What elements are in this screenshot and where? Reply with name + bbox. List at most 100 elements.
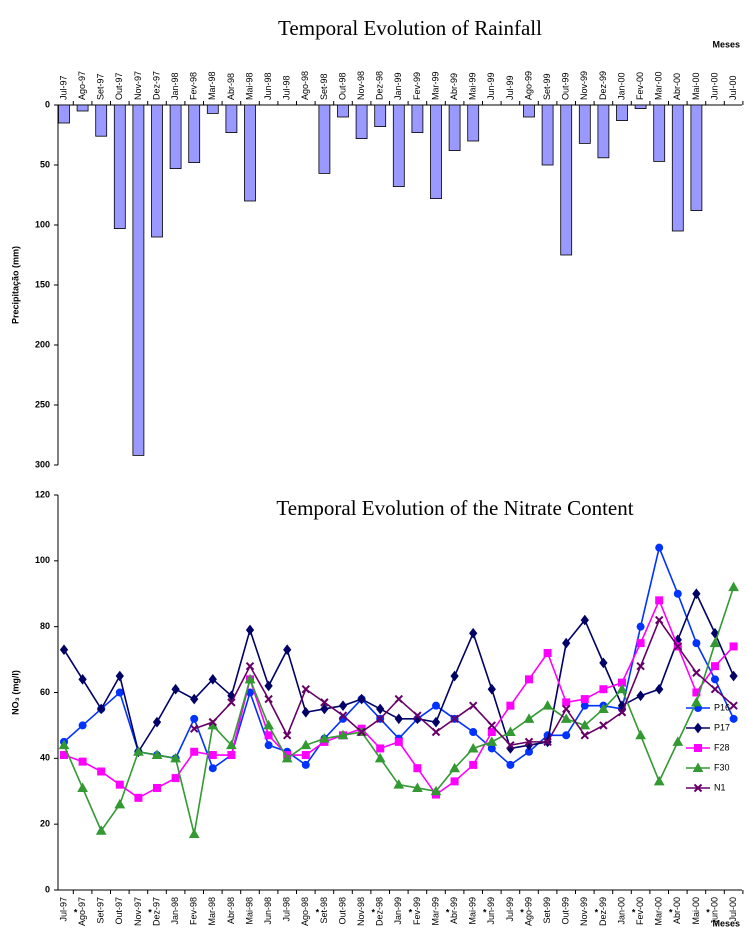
marker xyxy=(653,775,665,786)
category-note: * xyxy=(706,907,710,917)
marker xyxy=(487,744,496,753)
bar xyxy=(95,104,108,137)
x-tick-label: Ago-98 xyxy=(300,71,310,100)
x-tick-label: Abr-00 xyxy=(672,897,682,924)
x-tick-label: Ago-99 xyxy=(523,71,533,100)
marker xyxy=(264,694,273,704)
y-tick-label: 100 xyxy=(35,555,50,565)
bar xyxy=(374,104,387,128)
legend-label: F30 xyxy=(714,762,730,772)
marker xyxy=(542,700,553,710)
marker xyxy=(301,706,310,718)
marker xyxy=(431,716,441,728)
marker xyxy=(320,698,329,707)
marker xyxy=(133,746,144,756)
x-tick-label: Out-99 xyxy=(561,897,571,925)
marker xyxy=(375,714,385,724)
marker xyxy=(301,751,310,760)
marker xyxy=(281,752,293,763)
marker xyxy=(672,736,684,746)
marker xyxy=(282,731,292,740)
x-tick-label: Mar-99 xyxy=(430,71,440,100)
marker xyxy=(394,694,404,704)
marker xyxy=(579,719,591,730)
marker xyxy=(562,731,571,740)
y-tick-label: 20 xyxy=(40,819,50,829)
marker xyxy=(153,783,161,792)
marker xyxy=(729,714,738,723)
legend-label: P17 xyxy=(714,722,730,732)
y-tick-label: 0 xyxy=(45,884,50,894)
marker xyxy=(729,642,738,651)
marker xyxy=(709,637,721,648)
marker xyxy=(78,674,87,685)
x-tick-label: Ago-99 xyxy=(523,897,533,926)
marker xyxy=(95,825,107,835)
legend-label: F28 xyxy=(714,742,730,752)
x-tick-label: Fev-99 xyxy=(412,72,422,100)
bar xyxy=(653,104,666,162)
marker xyxy=(673,589,682,598)
y-tick-label: 250 xyxy=(35,399,50,409)
marker xyxy=(115,670,124,682)
marker xyxy=(562,637,571,649)
marker xyxy=(190,714,199,723)
marker xyxy=(693,783,703,793)
marker xyxy=(227,698,236,707)
x-tick-label: Nov-98 xyxy=(356,897,366,926)
marker xyxy=(264,680,273,692)
x-tick-label: Mai-00 xyxy=(691,897,701,925)
x-tick-label: Jan-99 xyxy=(393,72,403,100)
x-tick-label: Jul-00 xyxy=(728,897,738,922)
marker xyxy=(226,739,237,750)
marker xyxy=(599,685,608,694)
marker xyxy=(152,716,162,728)
marker xyxy=(599,657,608,669)
marker xyxy=(636,622,645,631)
x-tick-label: Jul-99 xyxy=(505,897,515,922)
x-tick-label: Jul-97 xyxy=(58,897,68,922)
marker xyxy=(208,717,218,727)
bar xyxy=(616,104,628,121)
marker xyxy=(487,728,496,736)
bar xyxy=(671,104,684,232)
y-tick-label: 100 xyxy=(35,219,50,229)
bar xyxy=(467,104,480,142)
marker xyxy=(376,703,385,715)
marker xyxy=(338,711,348,720)
marker xyxy=(320,703,329,715)
category-note: * xyxy=(595,907,599,917)
marker xyxy=(413,711,422,720)
x-tick-label: Set-98 xyxy=(319,897,329,924)
bar xyxy=(188,104,201,163)
x-tick-label: Jun-98 xyxy=(263,72,273,100)
x-tick-label: Jul-97 xyxy=(58,75,68,100)
bar xyxy=(151,104,163,238)
x-tick-label: Mai-99 xyxy=(468,72,478,100)
x-tick-label: Set-99 xyxy=(542,897,552,924)
bar xyxy=(597,104,610,159)
x-tick-label: Nov-99 xyxy=(579,71,589,100)
bar xyxy=(355,104,368,139)
y-tick-label: 60 xyxy=(40,687,50,697)
marker xyxy=(654,615,664,625)
series-line xyxy=(63,591,735,754)
marker xyxy=(413,764,422,773)
bar xyxy=(448,104,461,151)
chart-title: Temporal Evolution of Rainfall xyxy=(278,16,542,40)
x-tick-label: Nov-97 xyxy=(133,71,143,100)
bar xyxy=(206,104,219,114)
x-axis-title: Meses xyxy=(712,918,740,928)
marker xyxy=(692,588,701,600)
marker xyxy=(560,713,572,723)
marker xyxy=(636,690,645,702)
legend-label: P16 xyxy=(714,702,730,712)
x-tick-label: Set-99 xyxy=(542,73,552,100)
y-tick-label: 120 xyxy=(35,489,50,499)
legend-label: N1 xyxy=(714,782,726,792)
marker xyxy=(694,744,702,752)
marker xyxy=(506,760,515,769)
marker xyxy=(710,685,720,694)
marker xyxy=(543,649,552,657)
marker xyxy=(432,701,440,710)
